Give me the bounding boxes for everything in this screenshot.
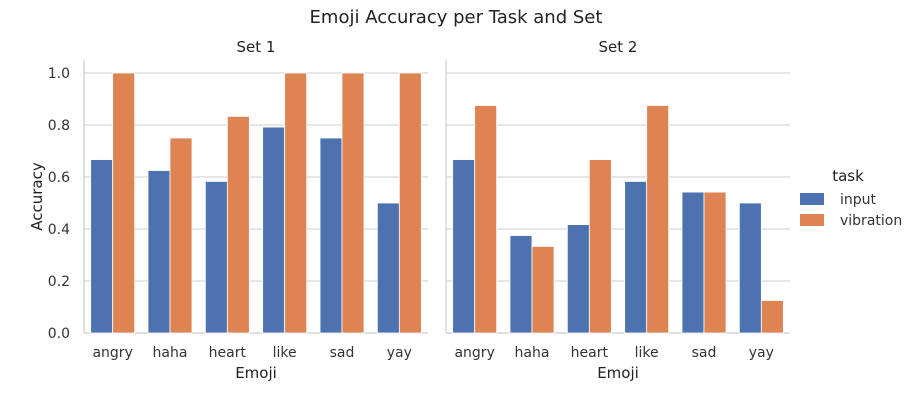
bar-input-angry <box>90 159 114 334</box>
bar-input-heart <box>204 181 228 334</box>
bar-input-haha <box>509 235 533 334</box>
x-tick-label: haha <box>515 345 550 361</box>
legend: task input vibration <box>800 167 902 229</box>
bar-vibration-haha <box>169 137 193 334</box>
bar-input-heart <box>566 224 590 334</box>
y-tick-label: 1.0 <box>48 66 70 82</box>
legend-swatch-input <box>800 193 824 205</box>
x-tick-label: yay <box>387 345 412 361</box>
x-tick-label: angry <box>454 345 494 361</box>
bar-input-yay <box>738 202 762 334</box>
bar-vibration-like <box>646 105 670 334</box>
x-tick-label: heart <box>571 345 609 361</box>
bar-input-haha <box>147 170 171 334</box>
x-tick-label: angry <box>92 345 132 361</box>
bar-vibration-yay <box>398 72 422 334</box>
bar-vibration-angry <box>112 72 136 334</box>
bar-input-sad <box>319 137 343 334</box>
legend-swatch-vibration <box>800 214 824 226</box>
legend-label-vibration: vibration <box>840 213 902 229</box>
x-tick-label: like <box>273 345 297 361</box>
y-tick-label: 0.8 <box>48 118 70 134</box>
x-axis-label: Emoji <box>235 364 277 382</box>
x-tick-label: yay <box>749 345 774 361</box>
bar-vibration-heart <box>226 116 250 334</box>
panel-title: Set 2 <box>599 38 638 56</box>
y-tick-label: 0.0 <box>48 326 70 342</box>
bar-input-like <box>624 181 648 334</box>
bar-vibration-sad <box>341 72 365 334</box>
bar-vibration-like <box>284 72 308 334</box>
bar-input-like <box>262 126 286 334</box>
bar-vibration-haha <box>531 246 555 334</box>
y-tick-label: 0.2 <box>48 274 70 290</box>
x-tick-label: sad <box>330 345 355 361</box>
y-tick-label: 0.6 <box>48 170 70 186</box>
x-tick-label: heart <box>209 345 247 361</box>
bar-vibration-sad <box>703 191 727 334</box>
y-tick-label: 0.4 <box>48 222 70 238</box>
bar-vibration-heart <box>588 159 612 334</box>
facet-panel-1: 0.0 0.2 0.4 0.6 0.8 1.0 Accuracy Set 1 angry haha… <box>28 38 428 382</box>
bar-input-sad <box>681 191 705 334</box>
bar-vibration-yay <box>760 300 784 334</box>
chart-title: Emoji Accuracy per Task and Set <box>310 7 603 28</box>
legend-title: task <box>832 167 864 185</box>
x-tick-label: like <box>635 345 659 361</box>
bar-input-yay <box>376 202 400 334</box>
legend-label-input: input <box>840 192 877 208</box>
facet-panels: 0.0 0.2 0.4 0.6 0.8 1.0 Accuracy Set 1 angry haha… <box>28 38 790 382</box>
y-axis-label: Accuracy <box>28 162 46 231</box>
x-tick-label: haha <box>153 345 188 361</box>
bar-vibration-angry <box>474 105 498 334</box>
bar-input-angry <box>452 159 476 334</box>
panel-title: Set 1 <box>237 38 276 56</box>
x-tick-label: sad <box>692 345 717 361</box>
x-axis-label: Emoji <box>597 364 639 382</box>
facet-panel-2: Set 2 angry haha heart like sad yay Emoji <box>445 38 790 382</box>
